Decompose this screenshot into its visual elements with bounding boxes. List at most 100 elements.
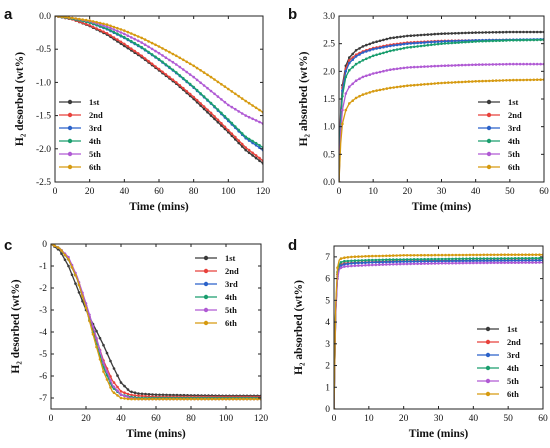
- data-point: [78, 17, 81, 21]
- data-point: [254, 106, 258, 110]
- x-tick-label: 120: [256, 187, 271, 197]
- data-point: [444, 253, 447, 257]
- data-point: [402, 262, 406, 266]
- data-point: [237, 110, 240, 113]
- data-point: [123, 397, 126, 400]
- y-tick-label: -1.5: [36, 112, 51, 122]
- data-point: [498, 39, 501, 42]
- data-point: [123, 32, 126, 36]
- data-point: [199, 102, 202, 105]
- data-point: [220, 124, 223, 127]
- data-point: [524, 261, 527, 264]
- y-tick-label: 2: [325, 362, 330, 372]
- data-point: [395, 43, 399, 47]
- data-point: [354, 79, 358, 82]
- data-point: [371, 258, 374, 262]
- data-point: [171, 60, 175, 64]
- x-tick-label: 20: [81, 414, 91, 424]
- data-point: [513, 259, 517, 262]
- data-point: [143, 38, 147, 41]
- data-point: [539, 62, 542, 66]
- data-point: [492, 261, 496, 265]
- data-point: [227, 87, 230, 91]
- data-point: [88, 319, 91, 323]
- data-point: [412, 83, 416, 87]
- data-point: [364, 261, 367, 265]
- data-point: [91, 25, 95, 29]
- data-point: [375, 40, 378, 43]
- data-point: [453, 32, 457, 35]
- x-tick-label: 80: [189, 187, 199, 197]
- data-point: [461, 257, 465, 261]
- x-tick-label: 50: [505, 187, 515, 197]
- data-point: [503, 261, 507, 265]
- data-point: [195, 88, 199, 92]
- data-point: [358, 47, 361, 50]
- data-point: [361, 45, 365, 48]
- data-point: [374, 254, 378, 258]
- data-point: [409, 34, 413, 37]
- data-point: [443, 64, 447, 67]
- data-point: [385, 254, 388, 258]
- data-point: [77, 283, 81, 287]
- data-point: [195, 66, 199, 70]
- data-point: [244, 114, 247, 117]
- data-point: [175, 54, 178, 58]
- data-point: [361, 59, 365, 62]
- data-point: [515, 62, 518, 66]
- data-point: [419, 253, 423, 257]
- data-point: [361, 93, 365, 96]
- data-point: [237, 128, 240, 132]
- data-point: [535, 78, 539, 81]
- data-point: [391, 258, 395, 261]
- x-tick-label: 40: [471, 187, 481, 197]
- data-point: [482, 257, 486, 260]
- legend-marker: [486, 164, 492, 170]
- data-point: [247, 137, 251, 141]
- legend-marker: [485, 365, 491, 371]
- data-point: [471, 40, 474, 43]
- data-point: [171, 52, 175, 56]
- legend-marker: [203, 255, 209, 261]
- data-point: [199, 92, 202, 95]
- data-point: [112, 25, 116, 29]
- data-point: [358, 60, 361, 64]
- data-point: [192, 64, 195, 68]
- data-point: [534, 253, 538, 256]
- y-tick-label: 7: [325, 253, 330, 263]
- data-point: [488, 31, 491, 34]
- data-point: [451, 259, 454, 263]
- data-point: [123, 35, 126, 39]
- data-point: [105, 378, 109, 381]
- data-point: [395, 67, 399, 71]
- data-point: [402, 84, 406, 88]
- data-point: [240, 142, 244, 146]
- data-point: [258, 120, 261, 124]
- data-point: [247, 115, 251, 119]
- y-tick-label: -4: [39, 328, 47, 338]
- data-point: [64, 16, 67, 19]
- data-point: [240, 112, 244, 115]
- data-point: [375, 53, 378, 57]
- legend-label: 3rd: [508, 123, 521, 133]
- data-point: [479, 259, 482, 263]
- data-point: [74, 17, 78, 20]
- data-point: [392, 44, 396, 47]
- data-point: [364, 254, 367, 258]
- data-point: [368, 42, 372, 46]
- data-point: [465, 253, 468, 257]
- data-point: [378, 88, 382, 92]
- data-point: [150, 41, 154, 45]
- data-point: [371, 90, 375, 93]
- data-point: [484, 39, 488, 43]
- data-point: [151, 393, 154, 396]
- plot-area: [339, 30, 544, 182]
- series-line-4th: [55, 16, 263, 149]
- legend-marker: [67, 99, 73, 105]
- data-point: [468, 253, 472, 257]
- data-point: [398, 254, 402, 257]
- data-point: [109, 379, 112, 382]
- data-point: [453, 39, 457, 43]
- data-point: [206, 86, 209, 90]
- data-point: [360, 255, 364, 258]
